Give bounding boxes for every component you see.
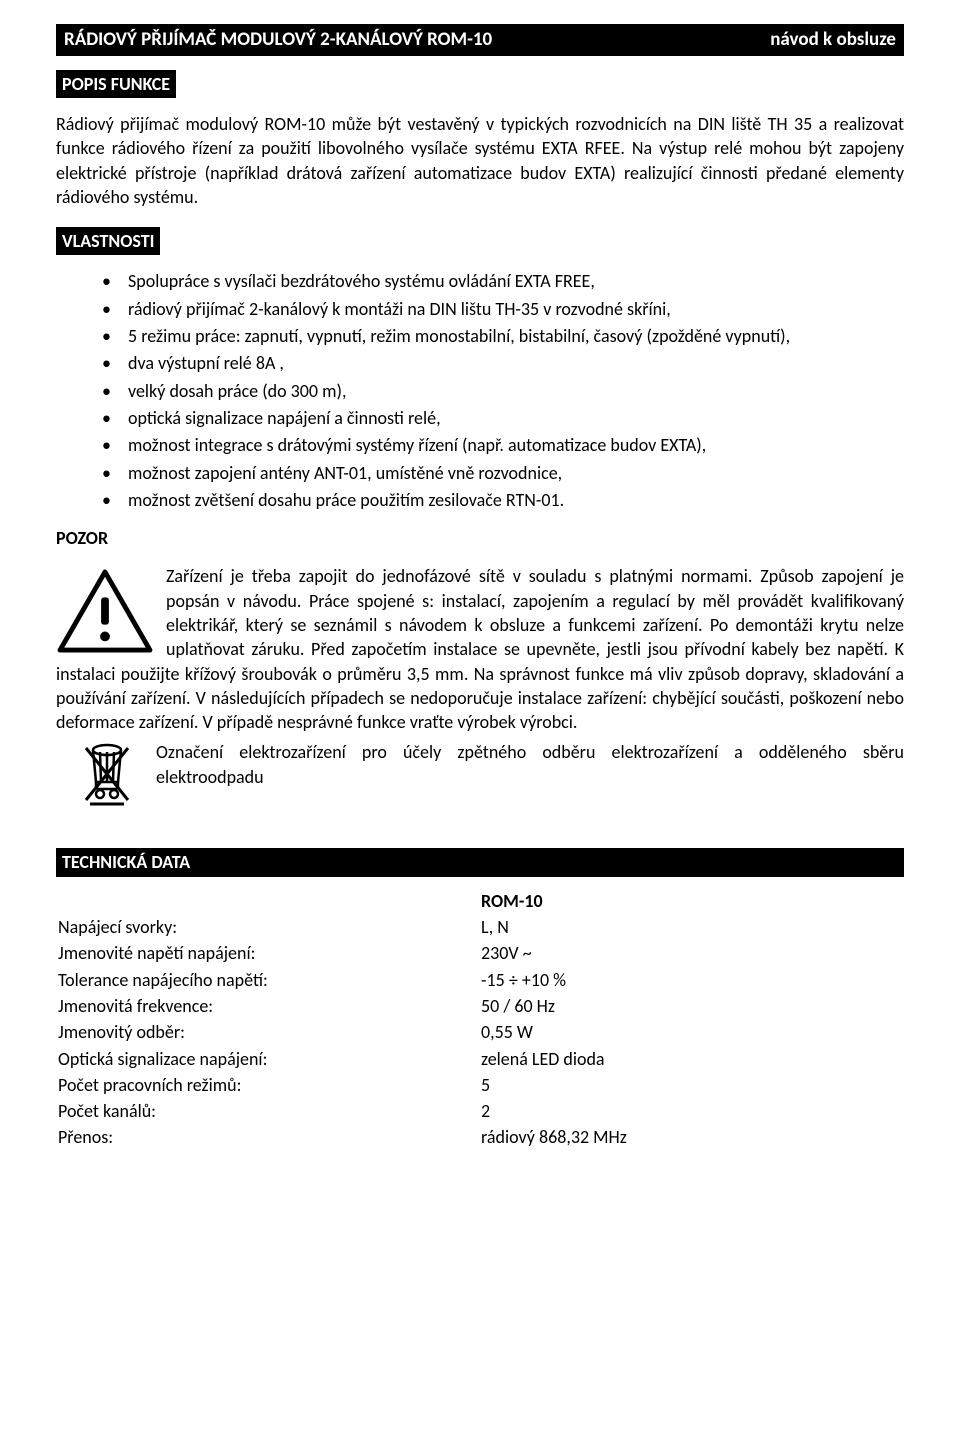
tech-value: 50 / 60 Hz (481, 994, 902, 1018)
list-item: velký dosah práce (do 300 m), (102, 379, 904, 403)
tech-label: Počet pracovních režimů: (58, 1073, 479, 1097)
tech-value: 0,55 W (481, 1020, 902, 1044)
warning-text: Zařízení je třeba zapojit do jednofázové… (56, 565, 904, 733)
list-item: možnost integrace s drátovými systémy ří… (102, 433, 904, 457)
tech-label: Počet kanálů: (58, 1099, 479, 1123)
popis-text: Rádiový přijímač modulový ROM-10 může bý… (56, 112, 904, 209)
section-heading-vlastnosti: VLASTNOSTI (56, 227, 160, 255)
list-item: rádiový přijímač 2-kanálový k montáži na… (102, 297, 904, 321)
list-item: dva výstupní relé 8A , (102, 351, 904, 375)
tech-value: L, N (481, 915, 902, 939)
vlastnosti-list: Spolupráce s vysílači bezdrátového systé… (56, 269, 904, 512)
tech-label: Jmenovité napětí napájení: (58, 941, 479, 965)
tech-label: Jmenovitý odběr: (58, 1020, 479, 1044)
table-row: Jmenovitý odběr:0,55 W (58, 1020, 902, 1044)
table-row: Počet kanálů:2 (58, 1099, 902, 1123)
weee-bin-icon (78, 742, 136, 808)
list-item: možnost zapojení antény ANT-01, umístěné… (102, 461, 904, 485)
header-title-left: RÁDIOVÝ PŘIJÍMAČ MODULOVÝ 2-KANÁLOVÝ ROM… (64, 27, 492, 53)
table-row: Přenos:rádiový 868,32 MHz (58, 1125, 902, 1149)
table-row: Jmenovité napětí napájení:230V ~ (58, 941, 902, 965)
table-row: Jmenovitá frekvence:50 / 60 Hz (58, 994, 902, 1018)
warning-triangle-icon (56, 568, 154, 654)
list-item: 5 režimu práce: zapnutí, vypnutí, režim … (102, 324, 904, 348)
table-row: Napájecí svorky:L, N (58, 915, 902, 939)
list-item: Spolupráce s vysílači bezdrátového systé… (102, 269, 904, 293)
technical-data-table: ROM-10 Napájecí svorky:L, N Jmenovité na… (56, 887, 904, 1152)
tech-value: 230V ~ (481, 941, 902, 965)
tech-label: Optická signalizace napájení: (58, 1047, 479, 1071)
tech-label: Jmenovitá frekvence: (58, 994, 479, 1018)
weee-text: Označení elektrozařízení pro účely zpětn… (156, 741, 904, 787)
section-heading-popis: POPIS FUNKCE (56, 70, 176, 98)
tech-value: 5 (481, 1073, 902, 1097)
tech-label: Přenos: (58, 1125, 479, 1149)
table-row: Počet pracovních režimů:5 (58, 1073, 902, 1097)
weee-block: Označení elektrozařízení pro účely zpětn… (56, 740, 904, 808)
section-heading-pozor: POZOR (56, 526, 904, 550)
tech-model: ROM-10 (481, 889, 902, 913)
tech-value: 2 (481, 1099, 902, 1123)
section-heading-technicka-data: TECHNICKÁ DATA (56, 848, 904, 876)
tech-label: Napájecí svorky: (58, 915, 479, 939)
tech-value: -15 ÷ +10 % (481, 968, 902, 992)
list-item: optická signalizace napájení a činnosti … (102, 406, 904, 430)
table-row: Tolerance napájecího napětí:-15 ÷ +10 % (58, 968, 902, 992)
table-row: Optická signalizace napájení:zelená LED … (58, 1047, 902, 1071)
header-title-right: návod k obsluze (770, 27, 896, 53)
tech-value: rádiový 868,32 MHz (481, 1125, 902, 1149)
page-header-bar: RÁDIOVÝ PŘIJÍMAČ MODULOVÝ 2-KANÁLOVÝ ROM… (56, 24, 904, 56)
list-item: možnost zvětšení dosahu práce použitím z… (102, 488, 904, 512)
tech-value: zelená LED dioda (481, 1047, 902, 1071)
tech-label: Tolerance napájecího napětí: (58, 968, 479, 992)
warning-block: Zařízení je třeba zapojit do jednofázové… (56, 564, 904, 734)
